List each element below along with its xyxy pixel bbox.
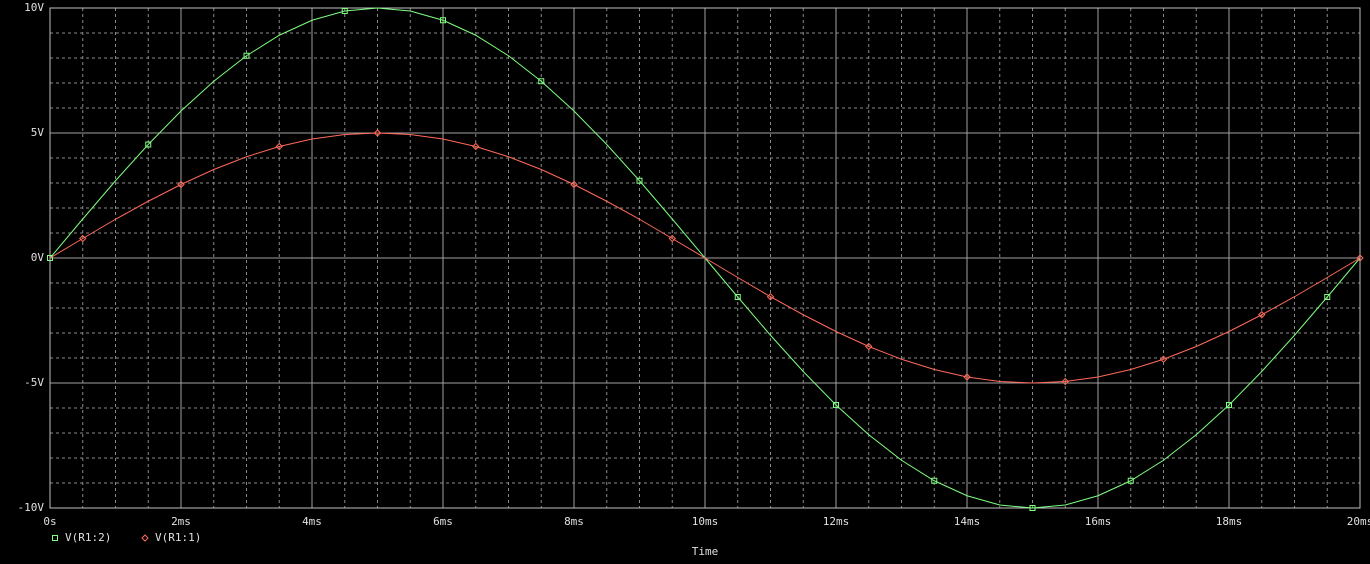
marker <box>472 142 480 151</box>
marker <box>1324 294 1331 300</box>
marker <box>275 142 283 151</box>
x-tick-label: 10ms <box>692 515 719 528</box>
marker <box>570 180 578 189</box>
marker <box>145 141 152 148</box>
y-tick-label: 10V <box>24 1 44 14</box>
marker <box>1159 355 1168 363</box>
marker <box>141 534 149 542</box>
marker <box>538 78 545 85</box>
marker <box>963 373 971 381</box>
x-tick-label: 6ms <box>433 515 453 528</box>
marker <box>734 294 741 300</box>
x-tick-label: 14ms <box>954 515 981 528</box>
marker <box>833 402 839 408</box>
marker <box>79 234 87 243</box>
x-tick-label: 2ms <box>171 515 191 528</box>
marker <box>668 234 676 243</box>
marker <box>766 293 775 301</box>
marker <box>1061 377 1069 386</box>
x-tick-label: 4ms <box>302 515 322 528</box>
x-tick-label: 18ms <box>1216 515 1243 528</box>
marker <box>341 8 348 14</box>
marker <box>177 180 185 189</box>
y-tick-label: -10V <box>18 501 45 514</box>
x-axis-label: Time <box>692 545 719 558</box>
y-tick-label: 0V <box>31 251 45 264</box>
marker <box>52 535 58 541</box>
legend-label: V(R1:2) <box>65 531 111 544</box>
x-tick-label: 0s <box>43 515 56 528</box>
marker <box>1356 254 1364 262</box>
marker <box>931 477 938 484</box>
marker <box>1029 505 1036 511</box>
marker <box>47 255 53 261</box>
series-line <box>49 132 1361 384</box>
marker <box>865 342 873 351</box>
marker <box>1258 311 1266 319</box>
marker <box>1127 477 1134 484</box>
legend-label: V(R1:1) <box>155 531 201 544</box>
marker <box>373 129 382 137</box>
x-tick-label: 20ms <box>1347 515 1370 528</box>
y-tick-label: 5V <box>31 126 45 139</box>
x-tick-label: 16ms <box>1085 515 1112 528</box>
marker <box>636 177 643 184</box>
y-tick-label: -5V <box>24 376 44 389</box>
marker <box>440 17 446 24</box>
x-tick-label: 12ms <box>823 515 850 528</box>
x-tick-label: 8ms <box>564 515 584 528</box>
marker <box>1226 402 1232 408</box>
marker <box>243 52 250 59</box>
